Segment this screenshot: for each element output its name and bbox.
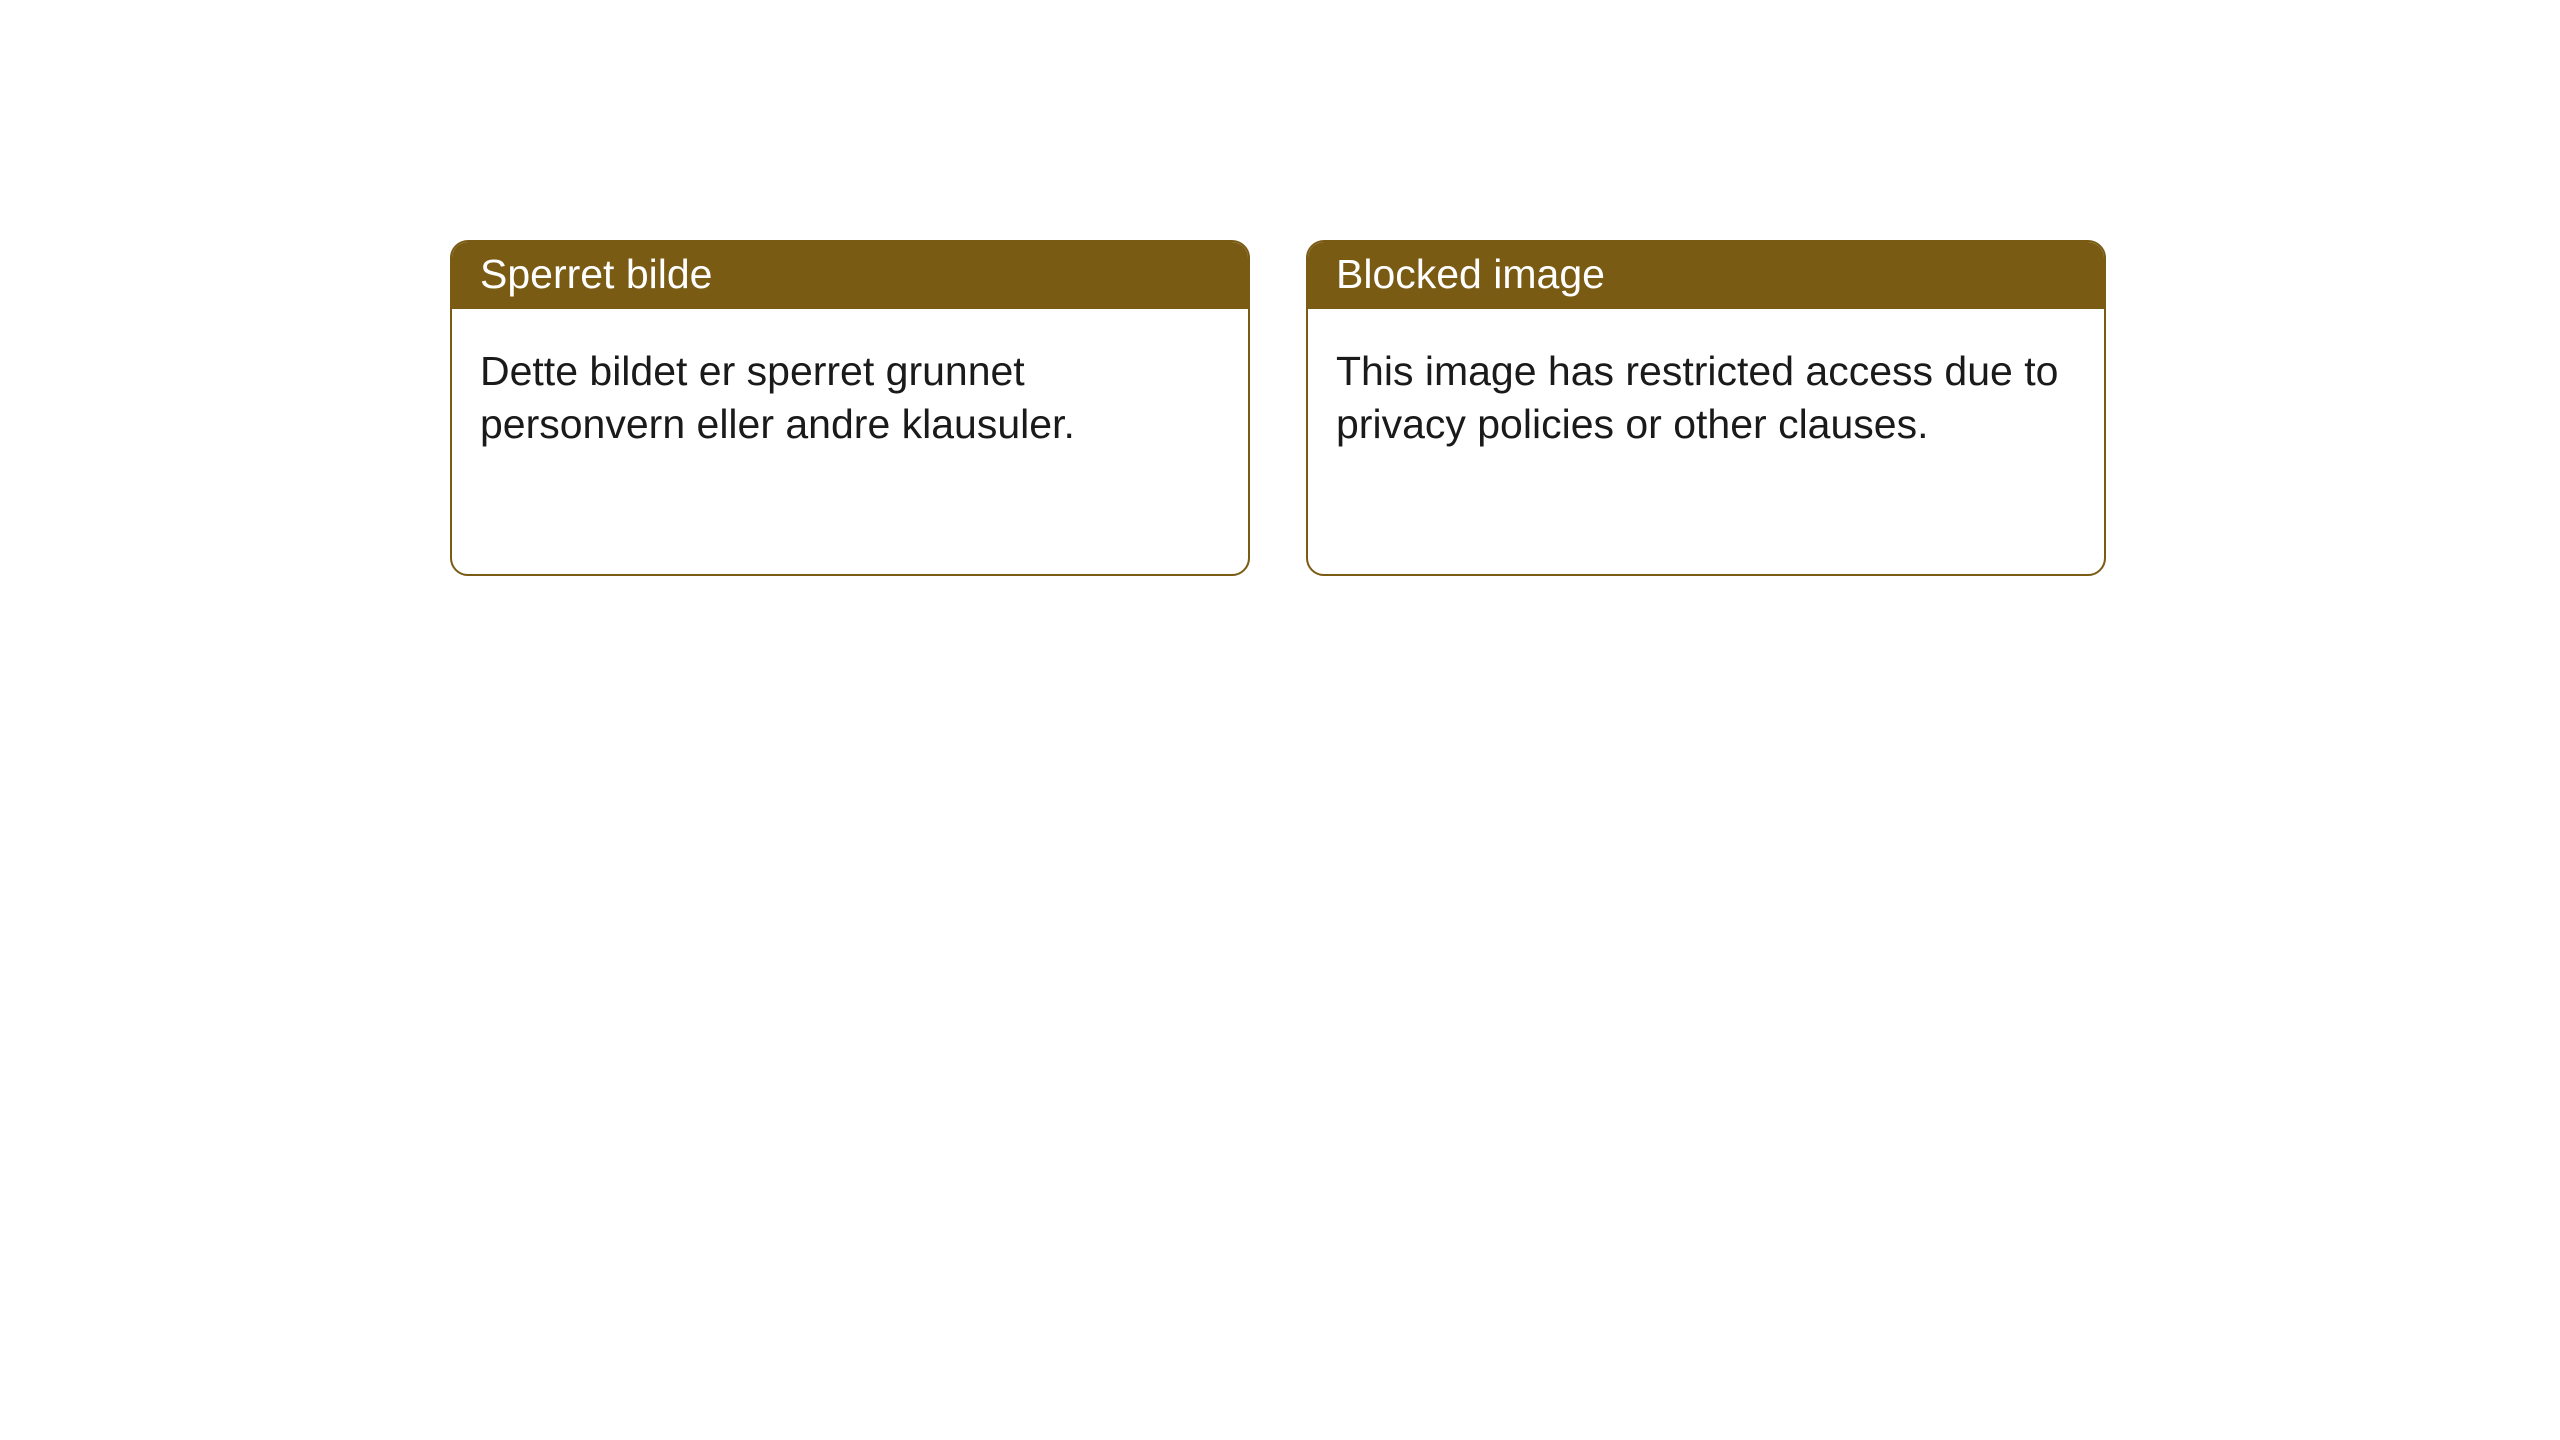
notice-card-title: Blocked image [1308,242,2104,309]
notice-card-norwegian: Sperret bilde Dette bildet er sperret gr… [450,240,1250,576]
notice-card-body: Dette bildet er sperret grunnet personve… [452,309,1248,478]
notice-container: Sperret bilde Dette bildet er sperret gr… [0,0,2560,576]
notice-card-body: This image has restricted access due to … [1308,309,2104,478]
notice-card-title: Sperret bilde [452,242,1248,309]
notice-card-english: Blocked image This image has restricted … [1306,240,2106,576]
